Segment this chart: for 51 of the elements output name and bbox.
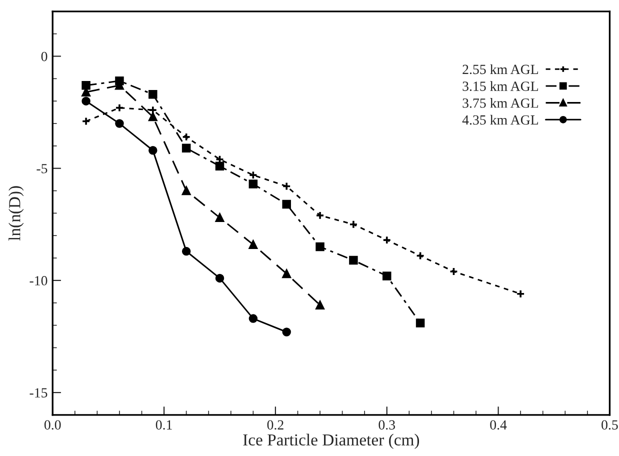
point [382, 272, 392, 280]
point [416, 318, 425, 328]
point [248, 240, 258, 249]
point [115, 103, 124, 112]
y-tick-label: -10 [30, 276, 48, 286]
point [148, 106, 158, 114]
point [316, 211, 324, 220]
x-tick-label: 0.4 [490, 420, 507, 430]
point [248, 180, 258, 188]
point [349, 256, 358, 265]
point [182, 144, 191, 153]
point [282, 328, 291, 336]
point [148, 90, 158, 99]
x-axis-title: Ice Particle Diameter (cm) [243, 434, 420, 449]
point [82, 81, 90, 90]
point [182, 132, 191, 142]
x-tick-label: 0.1 [156, 420, 172, 430]
point [148, 112, 158, 122]
point [215, 162, 224, 170]
point [382, 236, 392, 244]
point [182, 186, 191, 196]
point [416, 251, 425, 260]
point [248, 314, 258, 323]
legend-label: 4.35 km AGL [462, 114, 538, 125]
y-axis-title: ln(n(D)) [8, 186, 24, 241]
point [115, 119, 124, 128]
x-tick-label: 0.0 [44, 420, 61, 430]
point [282, 182, 291, 191]
point [282, 200, 291, 209]
point [82, 96, 90, 106]
point [449, 267, 458, 276]
y-tick-label: -15 [30, 388, 48, 398]
y-tick-label: -5 [36, 164, 48, 174]
legend-label: 2.55 km AGL [462, 64, 538, 74]
point [82, 116, 90, 126]
point [516, 290, 525, 298]
point [349, 220, 358, 229]
point [282, 269, 291, 278]
point [215, 274, 224, 283]
point [148, 146, 158, 155]
point [316, 242, 324, 252]
point [215, 213, 224, 222]
x-tick-label: 0.5 [602, 420, 618, 430]
point [316, 300, 324, 310]
point [248, 170, 258, 180]
point [182, 246, 191, 256]
legend-label: 3.75 km AGL [462, 98, 538, 108]
y-tick-label: 0 [41, 52, 48, 62]
x-tick-label: 0.3 [378, 420, 396, 430]
legend-label: 3.15 km AGL [462, 81, 538, 92]
x-tick-label: 0.2 [267, 420, 284, 430]
